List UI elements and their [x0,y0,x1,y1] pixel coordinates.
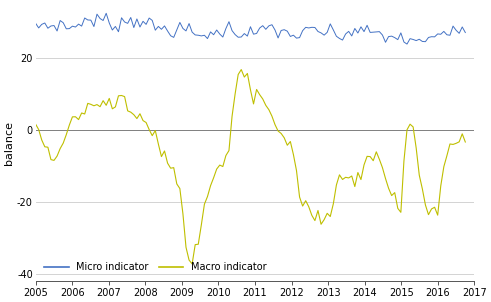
Y-axis label: balance: balance [4,120,14,165]
Legend: Micro indicator, Macro indicator: Micro indicator, Macro indicator [40,258,270,276]
